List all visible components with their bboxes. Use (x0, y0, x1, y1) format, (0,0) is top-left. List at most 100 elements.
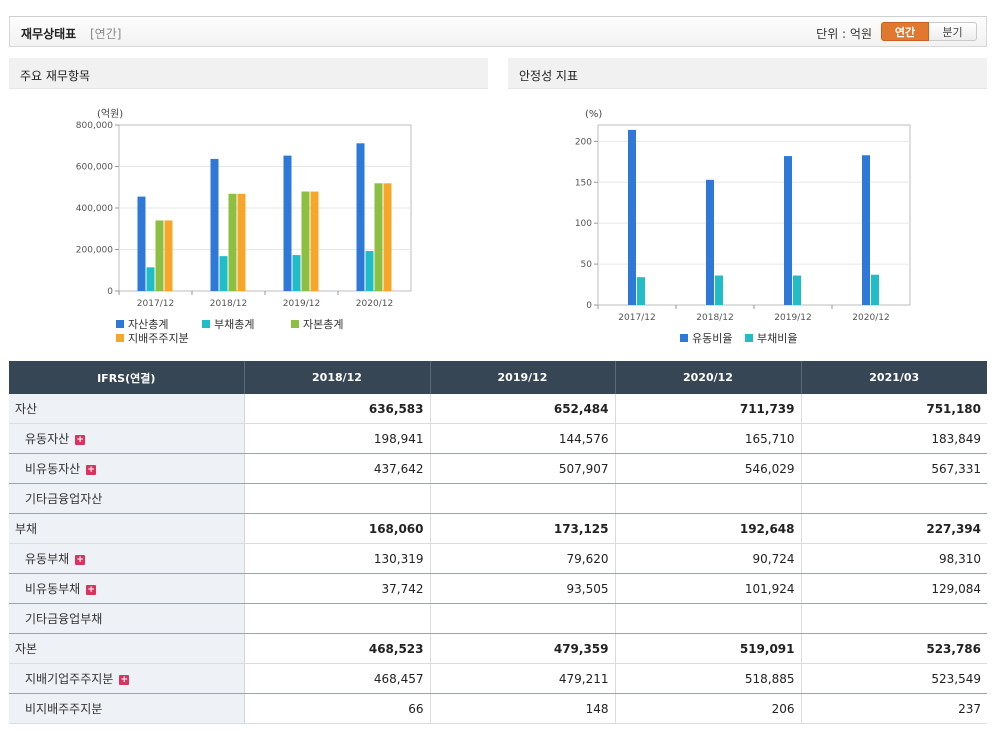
bar-지배주주지분 (310, 191, 319, 291)
bar-유동비율 (784, 156, 792, 305)
expand-plus-icon[interactable]: + (86, 465, 97, 475)
row-label-cell: 기타금융업자산 (9, 483, 245, 514)
column-header: 2020/12 (615, 361, 802, 394)
row-label-cell: 기타금융업부채 (9, 603, 245, 634)
value-cell (430, 603, 616, 634)
value-cell (615, 483, 802, 514)
value-cell: 652,484 (430, 394, 616, 424)
value-cell: 79,620 (430, 543, 616, 574)
legend-label: 지배주주지분 (128, 332, 189, 345)
bar-지배주주지분 (237, 193, 246, 291)
row-label-cell: 비지배주주지분 (9, 693, 245, 724)
value-cell: 130,319 (244, 543, 431, 574)
row-label-cell: 자산 (9, 394, 245, 424)
expand-plus-icon[interactable]: + (86, 585, 97, 595)
value-cell: 519,091 (615, 633, 802, 664)
value-cell: 751,180 (801, 394, 987, 424)
bar-자산총계 (137, 196, 146, 291)
legend-label: 부채총계 (214, 318, 254, 331)
table-row[interactable]: 비유동부채 +37,742 93,505 101,924 129,084 (9, 573, 987, 604)
x-tick-label: 2018/12 (210, 299, 247, 309)
value-cell: 523,549 (801, 663, 987, 694)
row-label: 비유동부채 (25, 582, 81, 596)
row-label: 지배기업주주지분 (25, 672, 114, 686)
table-row: 부채 168,060 173,125 192,648 227,394 (9, 513, 987, 544)
value-cell: 636,583 (244, 394, 431, 424)
y-tick-label: 100 (575, 219, 592, 229)
expand-plus-icon[interactable]: + (75, 555, 86, 565)
bar-자본총계 (228, 193, 237, 291)
value-cell: 479,359 (430, 633, 616, 664)
bar-부채비율 (871, 274, 879, 305)
value-cell: 37,742 (244, 573, 431, 604)
legend-swatch (291, 320, 299, 328)
value-cell: 101,924 (615, 573, 802, 604)
table-row[interactable]: 지배기업주주지분 +468,457 479,211 518,885 523,549 (9, 663, 987, 694)
row-label: 자본 (15, 642, 38, 656)
chart-unit-label: (억원) (97, 108, 123, 120)
y-tick-label: 150 (575, 178, 592, 188)
value-cell (244, 483, 431, 514)
financials-chart: (억원) 0 200,000 400,000 600,000 800,000 2017/12… (76, 108, 412, 345)
x-tick-label: 2020/12 (356, 299, 393, 309)
value-cell: 437,642 (244, 453, 431, 484)
value-cell (615, 603, 802, 634)
expand-plus-icon[interactable]: + (75, 435, 86, 445)
bar-부채총계 (219, 256, 228, 291)
value-cell: 546,029 (615, 453, 802, 484)
bar-자산총계 (210, 158, 219, 291)
table-row[interactable]: 유동부채 +130,319 79,620 90,724 98,310 (9, 543, 987, 574)
section-subtitle: [연간] (90, 27, 122, 41)
value-cell: 468,523 (244, 633, 431, 664)
legend-swatch (745, 334, 753, 342)
value-cell: 206 (615, 693, 802, 724)
x-tick-label: 2019/12 (283, 299, 320, 309)
value-cell: 198,941 (244, 423, 431, 454)
value-cell: 192,648 (615, 513, 802, 544)
table-row: 비지배주주지분 66 148 206 237 (9, 693, 987, 724)
bar-지배주주지분 (164, 220, 173, 291)
legend-label: 부채비율 (757, 332, 797, 345)
column-header: 2021/03 (801, 361, 987, 394)
expand-plus-icon[interactable]: + (119, 675, 130, 685)
value-cell: 168,060 (244, 513, 431, 544)
balance-sheet-table: IFRS(연결) 2018/12 2019/12 2020/12 2021/03… (9, 361, 987, 724)
legend-label: 유동비율 (692, 332, 732, 345)
period-toggle: 연간 분기 (881, 22, 977, 41)
table-row[interactable]: 비유동자산 +437,642 507,907 546,029 567,331 (9, 453, 987, 484)
bar-부채비율 (793, 275, 801, 305)
row-label: 유동부채 (25, 552, 70, 566)
bar-자산총계 (356, 143, 365, 291)
bar-부채총계 (292, 255, 301, 291)
y-tick-label: 50 (581, 260, 593, 270)
value-cell: 518,885 (615, 663, 802, 694)
bar-유동비율 (862, 155, 870, 305)
tab-annual[interactable]: 연간 (881, 22, 929, 41)
row-label: 비유동자산 (25, 462, 81, 476)
row-label-cell: 자본 (9, 633, 245, 664)
row-label-cell: 부채 (9, 513, 245, 544)
chart-panel-title: 안정성 지표 (519, 69, 579, 83)
x-tick-label: 2019/12 (774, 313, 811, 323)
bar-유동비율 (706, 179, 714, 305)
tab-quarter[interactable]: 분기 (929, 22, 977, 41)
y-tick-label: 0 (586, 301, 592, 311)
value-cell: 165,710 (615, 423, 802, 454)
value-cell: 148 (430, 693, 616, 724)
bar-지배주주지분 (383, 183, 392, 291)
legend-swatch (116, 334, 124, 342)
bar-유동비율 (628, 129, 636, 305)
value-cell: 507,907 (430, 453, 616, 484)
bar-자본총계 (155, 220, 164, 291)
value-cell: 567,331 (801, 453, 987, 484)
bar-부채비율 (715, 275, 723, 305)
row-label: 자산 (15, 402, 38, 416)
table-row[interactable]: 유동자산 +198,941 144,576 165,710 183,849 (9, 423, 987, 454)
bar-부채비율 (637, 277, 645, 305)
value-cell: 93,505 (430, 573, 616, 604)
value-cell (801, 603, 987, 634)
legend-swatch (116, 320, 124, 328)
y-tick-label: 200,000 (76, 246, 113, 256)
value-cell: 479,211 (430, 663, 616, 694)
row-label: 기타금융업부채 (25, 612, 103, 626)
